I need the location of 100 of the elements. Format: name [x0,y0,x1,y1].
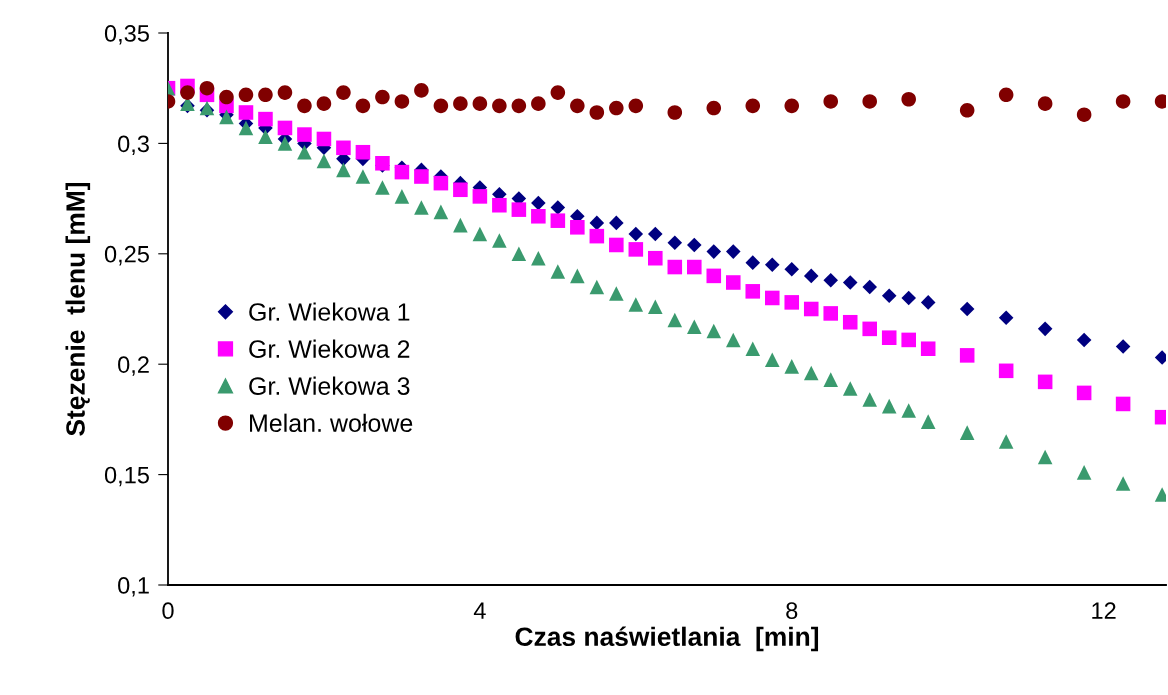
point [862,321,877,337]
point [297,98,312,114]
point [550,200,566,215]
point [667,312,683,328]
point [472,189,488,204]
point [706,244,722,259]
point [394,189,410,204]
point [745,341,761,357]
point [433,98,449,114]
point [725,332,741,348]
point [258,129,273,145]
y-tick-label: 0,35 [104,25,149,45]
point [628,226,644,242]
x-tick-label: 12 [1092,602,1116,619]
point [258,87,273,103]
point [1037,449,1053,465]
point [901,91,916,107]
point [998,87,1014,103]
point [238,105,254,120]
point [453,96,468,111]
point [297,127,312,142]
point [959,348,975,363]
point [920,341,936,357]
point [492,98,507,114]
point [823,273,839,288]
point [433,175,449,191]
point [764,352,780,368]
point [648,299,663,315]
point [823,94,839,109]
point [784,261,800,277]
point [355,98,371,114]
point [881,288,897,304]
point [492,233,507,248]
point [550,85,566,100]
legend-label: Melan. wołowe [250,413,413,433]
point [745,284,761,299]
point [433,204,449,220]
point [277,85,293,100]
point [1076,385,1092,401]
point [998,434,1014,449]
point [764,290,780,306]
point [589,105,605,120]
point [609,237,624,253]
point [706,323,722,339]
point [959,301,975,317]
point [959,103,975,118]
point [881,398,897,414]
point [316,96,332,111]
point [706,100,722,116]
point [1037,96,1053,111]
point [316,131,332,147]
point [589,215,605,231]
point [570,268,585,284]
point [784,359,800,374]
legend-label: Gr. Wiekowa 2 [249,339,410,358]
point [472,96,488,111]
point [238,120,254,136]
point [453,182,468,198]
point [414,200,429,215]
point [570,98,585,114]
x-tick-label: 0 [162,602,174,620]
x-tick-label: 4 [473,602,486,619]
point [609,286,624,301]
point [414,83,429,98]
point [842,314,858,330]
y-tick-label: 0,1 [118,577,149,597]
y-tick-label: 0,25 [104,245,149,266]
point [628,242,644,257]
point [1115,476,1131,491]
point [687,319,702,334]
point [706,268,722,284]
point [862,392,877,407]
point [472,226,488,242]
point [219,89,234,105]
point [628,297,644,312]
point [901,403,916,418]
point [1115,339,1131,354]
point [959,425,975,440]
point [667,105,683,120]
point [667,235,683,251]
point [492,197,507,213]
legend-label: Gr. Wiekowa 3 [249,376,410,395]
point [823,306,839,321]
point [998,363,1014,379]
point [375,89,390,105]
point [920,295,936,310]
x-axis-title: Czas naświetlania [min] [515,626,819,652]
y-tick-label: 0,2 [118,356,149,376]
point [901,290,916,306]
point [1115,94,1131,109]
point [862,94,877,109]
point [531,250,546,266]
point [550,264,566,279]
point [277,136,293,151]
point [277,120,293,136]
y-tick-label: 0,15 [104,466,149,487]
point [316,153,332,169]
y-axis-title: Stęzenie tlenu [mM] [65,182,91,436]
point [570,220,585,235]
point [648,250,663,266]
